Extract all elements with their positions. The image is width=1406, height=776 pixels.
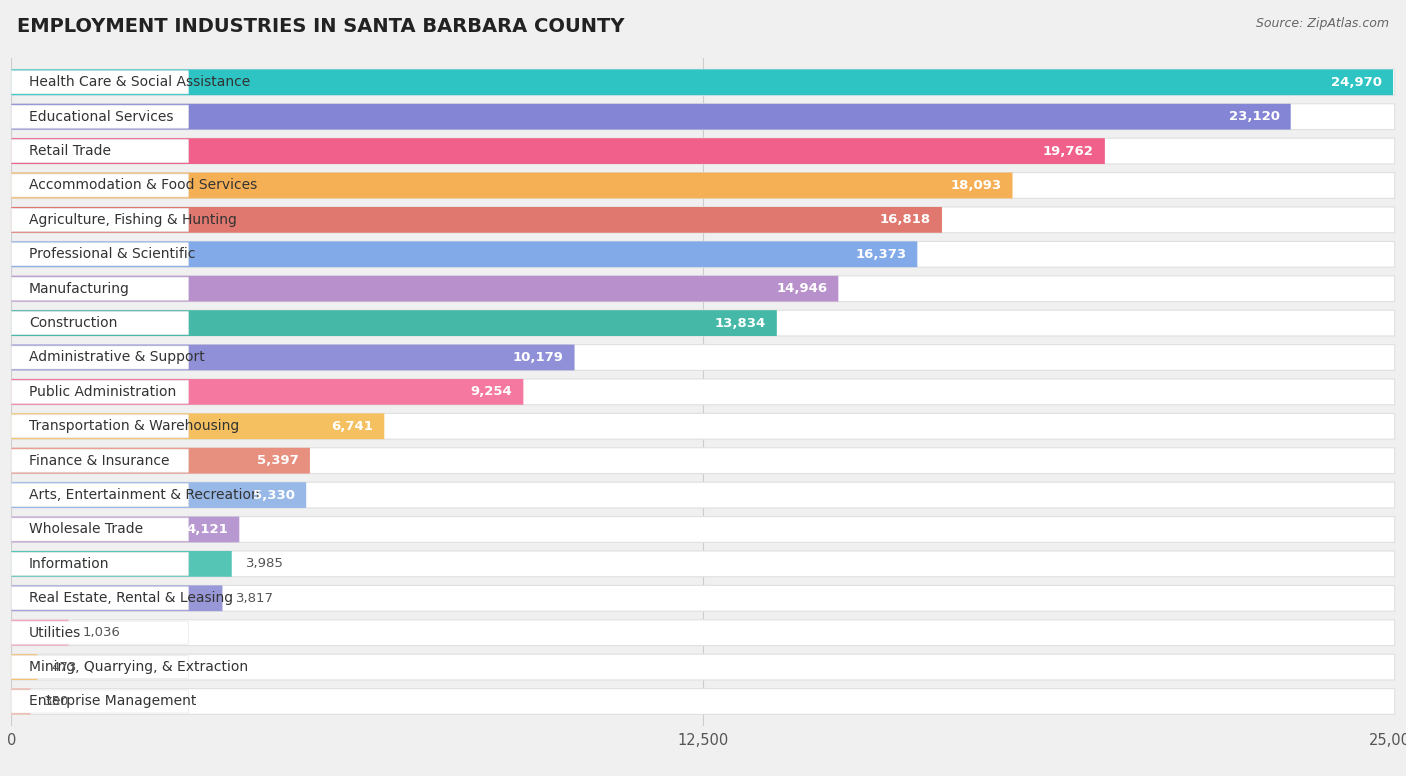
FancyBboxPatch shape (11, 104, 1291, 130)
FancyBboxPatch shape (11, 69, 1395, 95)
Text: 13,834: 13,834 (714, 317, 766, 330)
FancyBboxPatch shape (11, 482, 1395, 508)
Text: 14,946: 14,946 (776, 282, 827, 295)
FancyBboxPatch shape (11, 414, 188, 438)
FancyBboxPatch shape (11, 690, 188, 713)
Text: Educational Services: Educational Services (30, 109, 173, 123)
FancyBboxPatch shape (11, 621, 188, 644)
Text: 4,121: 4,121 (187, 523, 228, 536)
FancyBboxPatch shape (11, 449, 188, 473)
Text: Administrative & Support: Administrative & Support (30, 351, 205, 365)
FancyBboxPatch shape (11, 483, 188, 507)
FancyBboxPatch shape (11, 518, 188, 541)
FancyBboxPatch shape (11, 620, 69, 646)
FancyBboxPatch shape (11, 414, 1395, 439)
FancyBboxPatch shape (11, 277, 188, 300)
Text: Source: ZipAtlas.com: Source: ZipAtlas.com (1256, 17, 1389, 30)
FancyBboxPatch shape (11, 414, 384, 439)
FancyBboxPatch shape (11, 517, 239, 542)
FancyBboxPatch shape (11, 380, 188, 404)
FancyBboxPatch shape (11, 275, 838, 302)
FancyBboxPatch shape (11, 207, 1395, 233)
FancyBboxPatch shape (11, 551, 232, 577)
FancyBboxPatch shape (11, 138, 1105, 164)
Text: 19,762: 19,762 (1043, 144, 1094, 158)
FancyBboxPatch shape (11, 138, 1395, 164)
FancyBboxPatch shape (11, 140, 188, 163)
FancyBboxPatch shape (11, 69, 1393, 95)
FancyBboxPatch shape (11, 172, 1395, 199)
FancyBboxPatch shape (11, 585, 222, 611)
FancyBboxPatch shape (11, 345, 575, 370)
FancyBboxPatch shape (11, 241, 917, 267)
FancyBboxPatch shape (11, 448, 1395, 473)
FancyBboxPatch shape (11, 207, 942, 233)
Text: 16,818: 16,818 (880, 213, 931, 227)
Text: 3,817: 3,817 (236, 592, 274, 605)
Text: Construction: Construction (30, 316, 117, 330)
FancyBboxPatch shape (11, 243, 188, 266)
Text: 16,373: 16,373 (855, 248, 907, 261)
FancyBboxPatch shape (11, 482, 307, 508)
Text: 5,397: 5,397 (257, 454, 299, 467)
FancyBboxPatch shape (11, 654, 38, 680)
Text: 473: 473 (51, 660, 77, 674)
FancyBboxPatch shape (11, 551, 1395, 577)
Text: Real Estate, Rental & Leasing: Real Estate, Rental & Leasing (30, 591, 233, 605)
Text: 18,093: 18,093 (950, 179, 1001, 192)
FancyBboxPatch shape (11, 688, 31, 715)
Text: 23,120: 23,120 (1229, 110, 1279, 123)
FancyBboxPatch shape (11, 104, 1395, 130)
Text: Enterprise Management: Enterprise Management (30, 695, 197, 708)
Text: Public Administration: Public Administration (30, 385, 176, 399)
Text: Health Care & Social Assistance: Health Care & Social Assistance (30, 75, 250, 89)
FancyBboxPatch shape (11, 172, 1012, 199)
Text: 3,985: 3,985 (246, 557, 284, 570)
Text: Manufacturing: Manufacturing (30, 282, 129, 296)
Text: Retail Trade: Retail Trade (30, 144, 111, 158)
Text: Accommodation & Food Services: Accommodation & Food Services (30, 178, 257, 192)
FancyBboxPatch shape (11, 620, 1395, 646)
FancyBboxPatch shape (11, 517, 1395, 542)
Text: Information: Information (30, 557, 110, 571)
Text: Mining, Quarrying, & Extraction: Mining, Quarrying, & Extraction (30, 660, 247, 674)
Text: Arts, Entertainment & Recreation: Arts, Entertainment & Recreation (30, 488, 260, 502)
FancyBboxPatch shape (11, 310, 778, 336)
FancyBboxPatch shape (11, 553, 188, 576)
FancyBboxPatch shape (11, 71, 188, 94)
Text: 6,741: 6,741 (332, 420, 373, 433)
FancyBboxPatch shape (11, 379, 523, 405)
Text: Finance & Insurance: Finance & Insurance (30, 454, 170, 468)
FancyBboxPatch shape (11, 654, 1395, 680)
FancyBboxPatch shape (11, 208, 188, 231)
FancyBboxPatch shape (11, 106, 188, 128)
FancyBboxPatch shape (11, 585, 1395, 611)
Text: 5,330: 5,330 (253, 489, 295, 501)
FancyBboxPatch shape (11, 241, 1395, 267)
Text: Professional & Scientific: Professional & Scientific (30, 248, 195, 262)
Text: 10,179: 10,179 (513, 351, 564, 364)
FancyBboxPatch shape (11, 587, 188, 610)
FancyBboxPatch shape (11, 345, 1395, 370)
FancyBboxPatch shape (11, 275, 1395, 302)
Text: 350: 350 (45, 695, 70, 708)
Text: Wholesale Trade: Wholesale Trade (30, 522, 143, 536)
FancyBboxPatch shape (11, 346, 188, 369)
Text: EMPLOYMENT INDUSTRIES IN SANTA BARBARA COUNTY: EMPLOYMENT INDUSTRIES IN SANTA BARBARA C… (17, 17, 624, 36)
FancyBboxPatch shape (11, 174, 188, 197)
Text: Transportation & Warehousing: Transportation & Warehousing (30, 419, 239, 433)
Text: Agriculture, Fishing & Hunting: Agriculture, Fishing & Hunting (30, 213, 236, 227)
FancyBboxPatch shape (11, 379, 1395, 405)
FancyBboxPatch shape (11, 688, 1395, 715)
FancyBboxPatch shape (11, 311, 188, 334)
Text: 1,036: 1,036 (83, 626, 121, 639)
Text: 24,970: 24,970 (1331, 76, 1382, 88)
FancyBboxPatch shape (11, 310, 1395, 336)
FancyBboxPatch shape (11, 448, 309, 473)
Text: Utilities: Utilities (30, 625, 82, 639)
FancyBboxPatch shape (11, 656, 188, 678)
Text: 9,254: 9,254 (471, 386, 512, 398)
